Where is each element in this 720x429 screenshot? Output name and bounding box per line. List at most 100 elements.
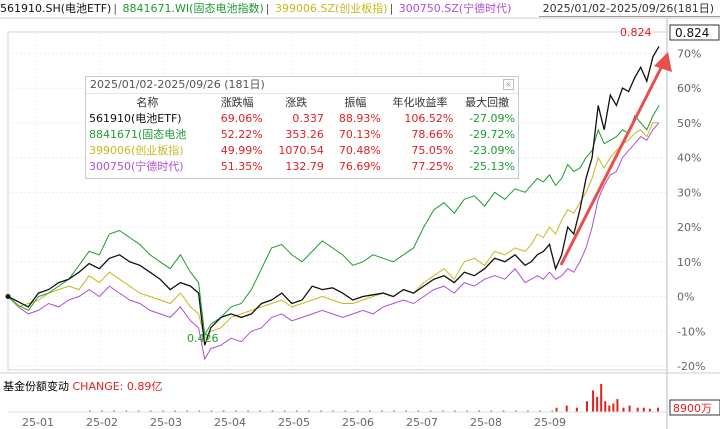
trend-arrow-line [559, 61, 666, 266]
volume-bar [628, 405, 631, 412]
volume-bar [604, 401, 607, 412]
stats-name: 399006(创业板指) [89, 144, 184, 157]
stats-header-row: 名称 涨跌幅 涨跌 振幅 年化收益率 最大回撤 [86, 94, 518, 110]
stats-annual: 75.05% [411, 143, 454, 157]
x-tick-label: 25-01 [22, 416, 54, 429]
stats-row: 300750(宁德时代) 51.35% 132.79 76.69% 77.25%… [86, 158, 518, 174]
legend-series-2[interactable]: 8841671.WI(固态电池指数) [122, 2, 264, 15]
stats-row: 399006(创业板指) 49.99% 1070.54 70.48% 75.05… [86, 142, 518, 158]
high-value-label: 0.824 [620, 26, 652, 39]
volume-bar [405, 410, 407, 412]
volume-bar [295, 410, 298, 412]
fund-label: 基金份额变动 [3, 380, 69, 393]
close-icon[interactable]: × [503, 79, 514, 90]
y-tick-label: 40% [677, 152, 701, 165]
volume-bar [186, 410, 188, 412]
volume-bar [642, 407, 645, 412]
volume-bar [608, 405, 611, 412]
volume-bar [320, 410, 322, 412]
volume-bar [622, 407, 625, 412]
stats-table: 名称 涨跌幅 涨跌 振幅 年化收益率 最大回撤 561910(电池ETF) 69… [86, 94, 518, 174]
volume-bar [585, 401, 588, 412]
stats-mdd: -25.13% [469, 159, 515, 173]
stats-amp: 76.69% [338, 159, 381, 173]
volume-bar [381, 410, 383, 412]
stats-name: 300750(宁德时代) [89, 160, 184, 173]
volume-bar [210, 410, 213, 412]
stats-row: 8841671(固态电池 52.22% 353.26 70.13% 78.66%… [86, 126, 518, 142]
y-tick-label: 0% [677, 291, 694, 304]
volume-bar [332, 410, 334, 412]
x-tick-label: 25-08 [470, 416, 502, 429]
volume-bar [592, 390, 595, 412]
stats-chg-pct: 51.35% [220, 159, 263, 173]
volume-bar [600, 384, 603, 412]
volume-bar [308, 410, 310, 412]
volume-bar [89, 410, 91, 412]
x-tick-label: 25-07 [406, 416, 438, 429]
legend-series-4[interactable]: 300750.SZ(宁德时代) [398, 2, 512, 15]
volume-bar [575, 407, 578, 412]
y-tick-label: 10% [677, 256, 701, 269]
col-header: 年化收益率 [392, 96, 448, 109]
series-legend-bar: 561910.SH(电池ETF) | 8841671.WI(固态电池指数) | 39… [0, 0, 720, 18]
volume-bar [656, 407, 659, 412]
volume-bar [565, 405, 568, 412]
volume-bar [368, 410, 371, 412]
volume-bar [648, 408, 651, 412]
y-tick-label: 20% [677, 221, 701, 234]
stats-amp: 70.48% [338, 143, 381, 157]
volume-bar [271, 410, 274, 412]
stats-name: 561910(电池ETF) [89, 112, 182, 125]
volume-bar [555, 407, 558, 412]
volume-bar [101, 410, 103, 412]
volume-bar [259, 410, 261, 412]
volume-bar [466, 410, 468, 412]
series-line [7, 46, 660, 346]
stats-mdd: -27.09% [469, 111, 515, 125]
volume-value-label: 8900万 [673, 402, 712, 415]
legend-series-3[interactable]: 399006.SZ(创业板指) [274, 2, 388, 15]
volume-bar [174, 410, 176, 412]
fund-share-change: 基金份额变动 CHANGE: 0.89亿 [3, 378, 162, 394]
date-range-selector[interactable]: 2025/01/02-2025/09/26(181日) [538, 1, 720, 17]
stats-amp: 88.93% [338, 111, 381, 125]
volume-bar [490, 410, 493, 412]
start-point-marker [5, 294, 11, 300]
series-line [7, 105, 660, 337]
col-header: 最大回撤 [465, 96, 510, 109]
volume-value-box [669, 399, 720, 416]
x-tick-label: 25-05 [278, 416, 310, 429]
volume-bar [149, 410, 152, 412]
stats-amp: 70.13% [338, 127, 381, 141]
y-tick-label: 70% [677, 47, 701, 60]
volume-bar [478, 410, 481, 412]
stats-panel: 2025/01/02-2025/09/26 (181日) × 名称 涨跌幅 涨跌… [85, 76, 519, 179]
volume-bar [162, 410, 164, 412]
legend-separator: | [265, 2, 270, 15]
stats-name: 8841671(固态电池 [89, 128, 187, 141]
stats-title: 2025/01/02-2025/09/26 (181日) [86, 77, 518, 94]
legend-series-1[interactable]: 561910.SH(电池ETF) [0, 2, 112, 15]
legend-separator: | [389, 2, 394, 15]
stats-chg-pct: 69.06% [220, 111, 263, 125]
volume-bar [283, 410, 286, 412]
volume-bar [636, 407, 639, 412]
stats-chg: 132.79 [285, 159, 324, 173]
date-range-text: 2025/01/02-2025/09/26(181日) [542, 2, 714, 15]
stats-chg-pct: 49.99% [220, 143, 263, 157]
stats-chg: 353.26 [285, 127, 324, 141]
volume-bar [356, 410, 359, 412]
trend-arrow-head [654, 52, 672, 72]
last-value-label: 0.824 [675, 26, 709, 40]
stats-annual: 106.52% [404, 111, 454, 125]
x-tick-label: 25-06 [342, 416, 374, 429]
volume-bar [113, 410, 115, 412]
volume-bar [125, 410, 128, 412]
low-value-label: 0.426 [187, 332, 219, 345]
volume-bar [616, 399, 619, 412]
x-tick-label: 25-03 [150, 416, 182, 429]
stats-mdd: -23.09% [469, 143, 515, 157]
y-tick-label: 50% [677, 117, 701, 130]
